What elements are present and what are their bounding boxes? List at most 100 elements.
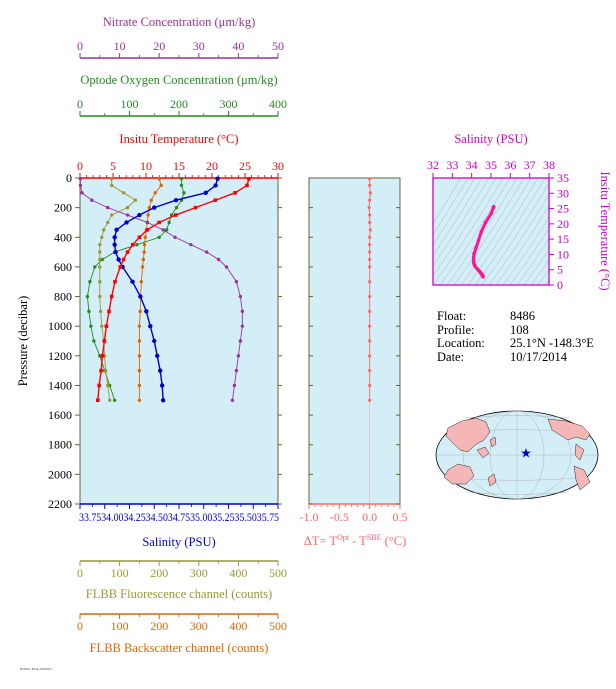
oxygen-axis-label: Optode Oxygen Concentration (μm/kg) (80, 73, 277, 87)
backscatter-axis-label: FLBB Backscatter channel (counts) (90, 641, 269, 655)
backscatter-tick-label: 200 (150, 619, 168, 633)
float-label: Float: (437, 309, 467, 323)
nitrate-point (232, 383, 237, 388)
nitrate-point (234, 368, 239, 373)
delta-t-point (368, 198, 372, 202)
fluorescence-point (98, 280, 102, 284)
date-label: Date: (437, 349, 465, 364)
ts-point (483, 220, 488, 225)
backscatter-point (137, 324, 142, 328)
temperature-point (125, 250, 130, 254)
nitrate-point (173, 235, 177, 239)
pressure-tick-label: 1400 (48, 378, 72, 392)
ts-density-contour (433, 178, 462, 224)
temperature-tick-label: 0 (77, 159, 83, 173)
nitrate-point (106, 205, 110, 210)
ts-density-contour (537, 269, 549, 285)
delta-t-point (367, 206, 371, 210)
salinity-axis: 33.7534.0034.2534.5034.7535.0035.2535.50… (79, 503, 279, 549)
pressure-tick-label: 1600 (48, 408, 72, 422)
oxygen-point (112, 398, 117, 402)
nitrate-point (216, 257, 221, 262)
backscatter-point (137, 339, 142, 343)
fluorescence-point (109, 213, 114, 217)
oxygen-point (88, 280, 92, 284)
fluorescence-point (108, 398, 112, 402)
oxygen-point (174, 205, 179, 210)
fluorescence-point (106, 383, 110, 388)
backscatter-point (153, 191, 157, 195)
location-label: Location: (437, 336, 485, 350)
temperature-point (104, 324, 109, 328)
ts-density-contour (516, 238, 549, 285)
backscatter-tick-label: 500 (269, 619, 287, 633)
oxygen-tick-label: 200 (170, 97, 188, 111)
salinity-point (112, 235, 117, 240)
ts-density-contour (433, 178, 483, 256)
float-row: Float: 8486 (437, 309, 594, 324)
ts-y-tick-label: 15 (557, 232, 569, 246)
delta-t-point (368, 383, 372, 388)
ts-y-tick-label: 35 (557, 171, 569, 185)
temperature-point (157, 220, 161, 225)
ts-density-contour (433, 178, 476, 246)
ts-y-tick-label: 5 (557, 263, 563, 277)
delta-t-point (368, 177, 372, 181)
oxygen-point (182, 191, 186, 195)
salinity-point (152, 338, 157, 344)
temperature-point (145, 228, 150, 232)
temperature-point (245, 183, 249, 188)
salinity-point (215, 176, 220, 181)
backscatter-tick-label: 400 (229, 619, 247, 633)
nitrate-point (224, 265, 229, 269)
temperature-point (113, 279, 117, 284)
delta-t-point (368, 369, 372, 373)
ts-density-contour (433, 178, 504, 285)
salinity-point (203, 190, 208, 196)
nitrate-point (78, 183, 83, 188)
salinity-point (159, 383, 165, 388)
fluorescence-point (109, 183, 114, 188)
temperature-point (102, 339, 107, 343)
profile-label: Profile: (437, 322, 475, 337)
fluorescence-axis-label: FLBB Fluorescence channel (counts) (86, 587, 272, 601)
oxygen-tick-label: 400 (269, 97, 287, 111)
pressure-tick-label: 2000 (48, 467, 72, 481)
fluorescence-point (100, 235, 104, 239)
delta-t-tick-label: -0.5 (330, 510, 349, 524)
salinity-point (173, 198, 179, 203)
ts-y-axis-label: Insitu Temperature (°C) (598, 171, 612, 290)
pressure-axis-label: Pressure (decibar) (16, 296, 30, 387)
temperature-tick-label: 15 (173, 159, 185, 173)
pressure-tick-label: 1800 (48, 438, 72, 452)
backscatter-point (138, 309, 142, 314)
temperature-tick-label: 10 (140, 159, 152, 173)
backscatter-tick-label: 0 (77, 619, 83, 633)
nitrate-line (79, 178, 243, 401)
backscatter-point (137, 398, 142, 402)
salinity-point (114, 227, 119, 233)
backscatter-point (142, 250, 146, 254)
oxygen-point (85, 294, 90, 299)
ts-x-tick-label: 32 (427, 158, 439, 172)
nitrate-point (80, 191, 84, 195)
temperature-point (233, 191, 237, 195)
nitrate-point (90, 198, 94, 202)
temperature-point (247, 176, 251, 181)
nitrate-point (240, 309, 245, 314)
profile-value: 108 (510, 322, 529, 337)
salinity-point (112, 242, 117, 247)
nitrate-tick-label: 40 (232, 39, 244, 53)
temperature-point (137, 235, 142, 240)
fluorescence-point (98, 242, 102, 247)
temperature-line (97, 178, 250, 401)
ts-y-tick-label: 0 (557, 278, 563, 292)
fluorescence-point (100, 324, 104, 328)
salinity-point (124, 220, 129, 225)
ts-x-tick-label: 38 (543, 158, 555, 172)
profile-series (78, 176, 251, 403)
nitrate-tick-label: 0 (77, 39, 83, 53)
temperature-point (97, 383, 101, 388)
date-row: Date: 10/17/2014 (437, 349, 594, 365)
ts-point (471, 255, 476, 260)
